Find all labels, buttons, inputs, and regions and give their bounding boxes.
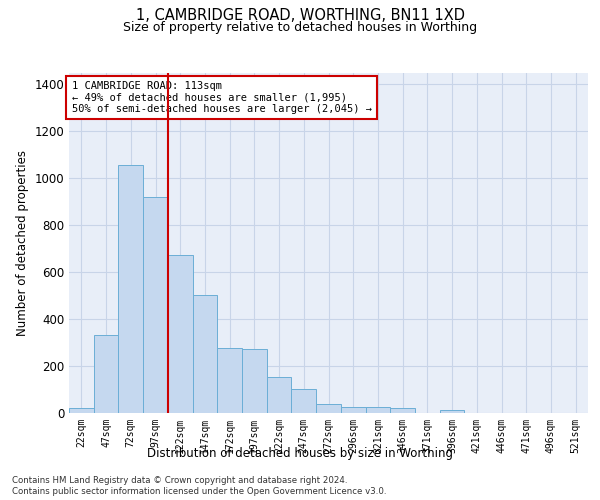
Bar xyxy=(69,408,94,412)
Bar xyxy=(292,388,316,412)
Bar xyxy=(390,408,415,412)
Y-axis label: Number of detached properties: Number of detached properties xyxy=(16,150,29,336)
Text: Contains public sector information licensed under the Open Government Licence v3: Contains public sector information licen… xyxy=(12,487,386,496)
Bar xyxy=(440,410,464,412)
Bar xyxy=(217,348,242,412)
Bar xyxy=(267,377,292,412)
Text: 1 CAMBRIDGE ROAD: 113sqm
← 49% of detached houses are smaller (1,995)
50% of sem: 1 CAMBRIDGE ROAD: 113sqm ← 49% of detach… xyxy=(71,81,371,114)
Bar xyxy=(193,296,217,412)
Bar xyxy=(168,256,193,412)
Bar xyxy=(365,408,390,412)
Text: Contains HM Land Registry data © Crown copyright and database right 2024.: Contains HM Land Registry data © Crown c… xyxy=(12,476,347,485)
Bar xyxy=(242,349,267,412)
Bar xyxy=(118,165,143,412)
Bar xyxy=(316,404,341,412)
Text: 1, CAMBRIDGE ROAD, WORTHING, BN11 1XD: 1, CAMBRIDGE ROAD, WORTHING, BN11 1XD xyxy=(136,8,464,22)
Bar xyxy=(94,335,118,412)
Bar xyxy=(341,408,365,412)
Bar xyxy=(143,197,168,412)
Text: Size of property relative to detached houses in Worthing: Size of property relative to detached ho… xyxy=(123,21,477,34)
Text: Distribution of detached houses by size in Worthing: Distribution of detached houses by size … xyxy=(147,448,453,460)
